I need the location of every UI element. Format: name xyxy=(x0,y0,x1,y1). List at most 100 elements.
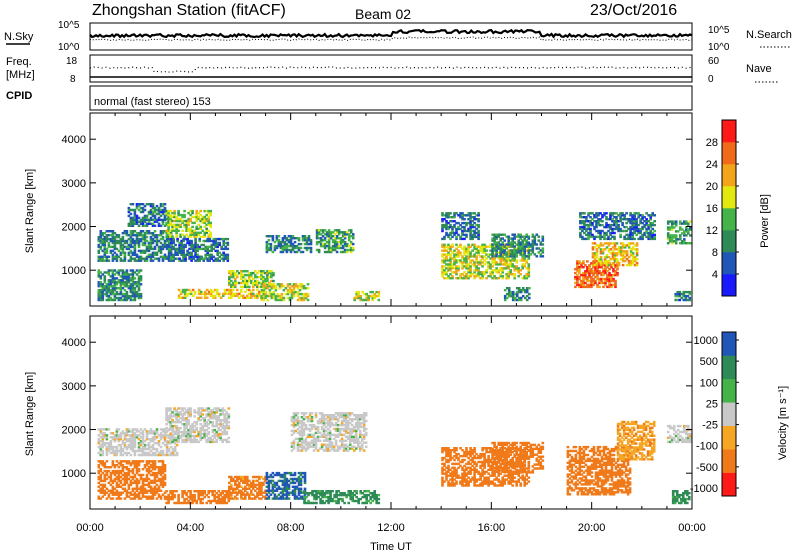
heatmap-cell xyxy=(507,243,510,246)
heatmap-cell xyxy=(497,257,500,260)
heatmap-cell xyxy=(105,290,109,294)
heatmap-cell xyxy=(666,234,670,237)
heatmap-cell xyxy=(583,231,586,235)
heatmap-cell xyxy=(196,259,199,262)
heatmap-cell xyxy=(187,223,190,227)
heatmap-cell xyxy=(288,287,292,290)
heatmap-cell xyxy=(219,492,222,495)
heatmap-cell xyxy=(457,251,460,254)
heatmap-cell xyxy=(207,436,210,440)
colorbar-tick-label: 4 xyxy=(712,269,718,281)
heatmap-cell xyxy=(281,237,285,240)
heatmap-cell xyxy=(206,249,209,253)
heatmap-cell xyxy=(127,483,131,487)
heatmap-cell xyxy=(157,239,161,243)
heatmap-cell xyxy=(584,281,587,285)
heatmap-cell xyxy=(689,228,692,231)
heatmap-cell xyxy=(292,294,296,298)
heatmap-cell xyxy=(187,438,190,442)
heatmap-cell xyxy=(511,265,514,268)
heatmap-cell xyxy=(641,237,644,241)
heatmap-cell xyxy=(99,275,103,278)
heatmap-cell xyxy=(521,267,524,270)
heatmap-cell xyxy=(135,495,139,498)
heatmap-cell xyxy=(509,290,513,294)
heatmap-cell xyxy=(651,237,654,241)
heatmap-cell xyxy=(447,267,450,270)
heatmap-cell xyxy=(127,222,131,225)
heatmap-cell xyxy=(589,231,592,235)
heatmap-cell xyxy=(157,466,161,469)
heatmap-cell xyxy=(305,240,309,244)
heatmap-cell xyxy=(339,242,343,246)
heatmap-cell xyxy=(523,243,526,246)
heatmap-cell xyxy=(105,473,109,477)
heatmap-cell xyxy=(119,460,123,463)
heatmap-cell xyxy=(125,460,129,463)
heatmap-cell xyxy=(248,296,251,299)
heatmap-cell xyxy=(105,471,109,475)
heatmap-cell xyxy=(183,426,186,430)
heatmap-cell xyxy=(222,255,225,258)
heatmap-cell xyxy=(236,292,239,296)
heatmap-cell xyxy=(443,259,446,262)
heatmap-cell xyxy=(113,241,117,245)
heatmap-cell xyxy=(621,244,625,247)
heatmap-cell xyxy=(591,212,594,215)
heatmap-cell xyxy=(151,473,155,477)
heatmap-cell xyxy=(493,243,496,246)
heatmap-cell xyxy=(682,290,686,294)
heatmap-cell xyxy=(270,271,273,275)
heatmap-cell xyxy=(107,271,111,274)
heatmap-cell xyxy=(149,438,153,441)
heatmap-cell xyxy=(455,231,458,235)
heatmap-cell xyxy=(643,216,646,219)
heatmap-cell xyxy=(254,273,257,277)
heatmap-cell xyxy=(99,497,103,500)
heatmap-cell xyxy=(195,227,198,230)
heatmap-cell xyxy=(234,273,237,277)
heatmap-cell xyxy=(159,218,163,222)
heatmap-cell xyxy=(598,270,601,273)
heatmap-cell xyxy=(367,294,370,298)
heatmap-cell xyxy=(103,469,107,473)
heatmap-cell xyxy=(590,268,593,271)
heatmap-cell xyxy=(511,294,515,298)
heatmap-cell xyxy=(111,289,115,292)
heatmap-cell xyxy=(175,501,178,505)
colorbar-tick-label: 12 xyxy=(706,225,718,237)
heatmap-cell xyxy=(645,218,648,221)
heatmap-cell xyxy=(153,235,157,239)
nsky-tick-bottom: 10^0 xyxy=(58,42,80,53)
heatmap-cell xyxy=(109,447,113,451)
heatmap-cell xyxy=(131,283,135,286)
heatmap-cell xyxy=(129,294,133,298)
heatmap-cell xyxy=(99,239,103,243)
heatmap-cell xyxy=(107,237,111,241)
heatmap-cell xyxy=(525,273,528,276)
heatmap-cell xyxy=(445,231,448,235)
heatmap-cell xyxy=(517,289,521,292)
heatmap-cell xyxy=(232,479,235,483)
heatmap-cell xyxy=(627,246,631,249)
heatmap-cell xyxy=(585,233,588,237)
heatmap-cell xyxy=(238,491,241,494)
heatmap-cell xyxy=(209,225,212,229)
heatmap-cell xyxy=(267,248,271,252)
heatmap-cell xyxy=(188,257,191,260)
heatmap-cell xyxy=(621,256,625,259)
heatmap-cell xyxy=(576,281,579,285)
heatmap-cell xyxy=(163,468,167,471)
heatmap-cell xyxy=(611,258,615,261)
heatmap-cell xyxy=(109,440,113,443)
heatmap-cell xyxy=(230,477,233,481)
heatmap-cell xyxy=(353,296,356,300)
heatmap-cell xyxy=(129,277,133,280)
heatmap-cell xyxy=(228,495,231,498)
heatmap-cell xyxy=(633,259,637,263)
heatmap-cell xyxy=(302,298,306,302)
heatmap-cell xyxy=(599,261,603,265)
heatmap-cell xyxy=(101,232,105,235)
heatmap-cell xyxy=(117,491,121,494)
heatmap-cell xyxy=(135,479,139,483)
